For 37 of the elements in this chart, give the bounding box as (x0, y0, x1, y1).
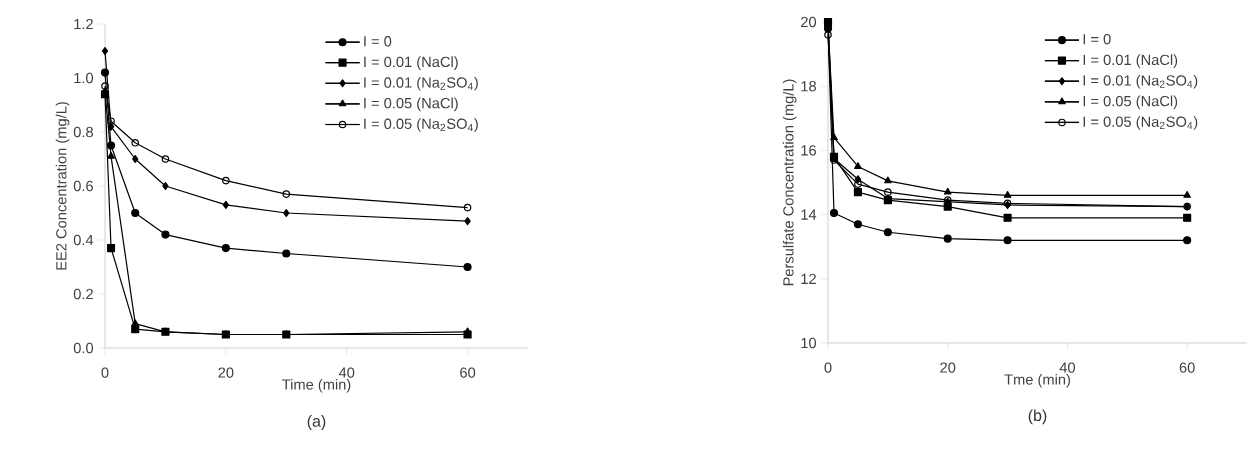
y-tick-label: 0.0 (73, 342, 94, 354)
legend-label: I = 0.05 (NaCl) (1083, 95, 1178, 110)
text: (a) (307, 415, 326, 430)
x-axis-title: Time (min) (282, 378, 351, 393)
x-tick-label: 20 (218, 367, 234, 378)
legend-label: I = 0.01 (NaCl) (1083, 54, 1178, 68)
y-axis-title: Persulfate Concentration (mg/L) (782, 79, 797, 286)
legend-label: I = 0.05 (Na$_{2}$SO$_{4}$) (364, 118, 478, 132)
x-tick-label: 40 (1059, 362, 1075, 373)
y-tick-label: 20 (801, 16, 817, 28)
y-tick-label: 16 (801, 145, 816, 156)
y-tick-label: 0.6 (73, 180, 93, 192)
y-axis-title: EE2 Concentration (mg/L) (55, 102, 70, 270)
y-tick-label: 14 (801, 209, 817, 220)
legend-label: I = 0 (1083, 34, 1111, 45)
y-tick-label: 10 (801, 337, 817, 349)
y-tick-label: 18 (801, 81, 816, 92)
x-tick-label: 60 (1179, 362, 1195, 373)
x-tick-label: 60 (460, 367, 476, 378)
legend-label: I = 0 (364, 36, 392, 47)
x-tick-label: 40 (338, 367, 355, 378)
legend-label: I = 0.05 (NaCl) (364, 97, 458, 112)
legend-label: I = 0.05 (Na$_{2}$SO$_{4}$) (1083, 116, 1198, 130)
y-tick-label: 0.2 (73, 288, 93, 300)
y-tick-label: 1.0 (74, 72, 94, 84)
legend-label: I = 0.01 (Na$_{2}$SO$_{4}$) (1083, 74, 1198, 89)
x-tick-label: 0 (824, 362, 832, 373)
y-tick-label: 12 (801, 273, 816, 284)
y-tick-label: 0.8 (73, 126, 93, 138)
x-tick-label: 20 (940, 362, 956, 373)
text: (b) (1028, 409, 1047, 425)
y-tick-label: 1.2 (74, 18, 93, 30)
y-tick-label: 0.4 (73, 234, 94, 246)
legend-label: I = 0.01 (NaCl) (364, 56, 458, 70)
legend-label: I = 0.01 (Na$_{2}$SO$_{4}$) (364, 76, 478, 91)
x-tick-label: 0 (101, 367, 109, 378)
x-axis-title: Tme (min) (1004, 373, 1070, 388)
